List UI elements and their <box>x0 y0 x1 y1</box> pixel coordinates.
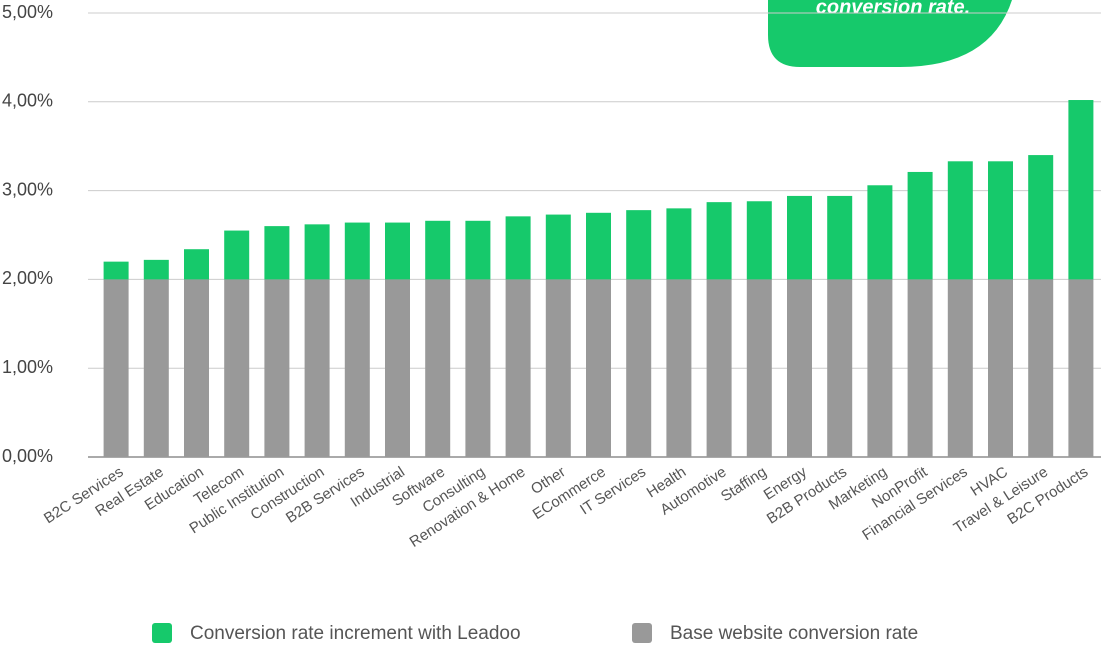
bar-segment <box>184 249 209 280</box>
legend-label: Base website conversion rate <box>670 623 918 644</box>
bar-segment <box>505 279 531 457</box>
legend-swatch <box>152 623 172 643</box>
bar-segment <box>545 279 571 457</box>
bar-segment <box>184 279 209 457</box>
bar-segment <box>304 224 330 280</box>
bar-segment <box>706 202 732 280</box>
bar-segment <box>787 195 812 280</box>
bar-segment <box>827 195 853 280</box>
bar-segment <box>947 279 973 457</box>
bar-segment <box>344 222 370 280</box>
y-tick-label: 1,00% <box>2 357 53 377</box>
bar-segment <box>988 161 1013 280</box>
bar-segment <box>867 185 893 280</box>
callout <box>768 0 1012 67</box>
y-tick-label: 2,00% <box>2 268 53 288</box>
bar-segment <box>947 161 973 280</box>
legend-label: Conversion rate increment with Leadoo <box>190 623 521 644</box>
bar-segment <box>264 279 290 457</box>
bar-segment <box>143 279 169 457</box>
bar-segment <box>626 210 652 280</box>
bar-segment <box>304 279 330 457</box>
bar-segment <box>746 279 772 457</box>
x-tick-label: Staffing <box>718 463 770 505</box>
annotation: conversion rate. <box>816 0 971 18</box>
bar-segment <box>505 216 531 280</box>
bar-segment <box>626 279 652 457</box>
bar-segment <box>746 201 772 280</box>
y-tick-label: 0,00% <box>2 446 53 466</box>
y-tick-label: 5,00% <box>2 2 53 22</box>
bar-segment <box>224 279 250 457</box>
bar-segment <box>385 222 410 280</box>
bar-segment <box>264 226 290 280</box>
bar-segment <box>1028 279 1054 457</box>
bar-segment <box>867 279 893 457</box>
bar-segment <box>1068 279 1094 457</box>
bar-segment <box>907 171 933 280</box>
legend-swatch <box>632 623 652 643</box>
bar-segment <box>103 261 129 280</box>
bar-segment <box>425 279 451 457</box>
bar-segment <box>706 279 732 457</box>
bar-segment <box>545 214 571 280</box>
bar-segment <box>344 279 370 457</box>
bar-segment <box>586 212 611 280</box>
bar-segment <box>787 279 812 457</box>
bar-segment <box>103 279 129 457</box>
y-tick-label: 3,00% <box>2 179 53 199</box>
bar-segment <box>827 279 853 457</box>
bar-segment <box>224 230 250 280</box>
bar-segment <box>666 279 692 457</box>
bar-segment <box>465 279 491 457</box>
bar-segment <box>1028 155 1054 280</box>
bar-segment <box>465 220 491 280</box>
bar-segment <box>988 279 1013 457</box>
y-tick-label: 4,00% <box>2 91 53 111</box>
bar-segment <box>666 208 692 280</box>
bar-segment <box>1068 100 1094 280</box>
bar-segment <box>586 279 611 457</box>
bar-segment <box>143 259 169 280</box>
bar-segment <box>385 279 410 457</box>
bar-segment <box>425 220 451 280</box>
bar-segment <box>907 279 933 457</box>
